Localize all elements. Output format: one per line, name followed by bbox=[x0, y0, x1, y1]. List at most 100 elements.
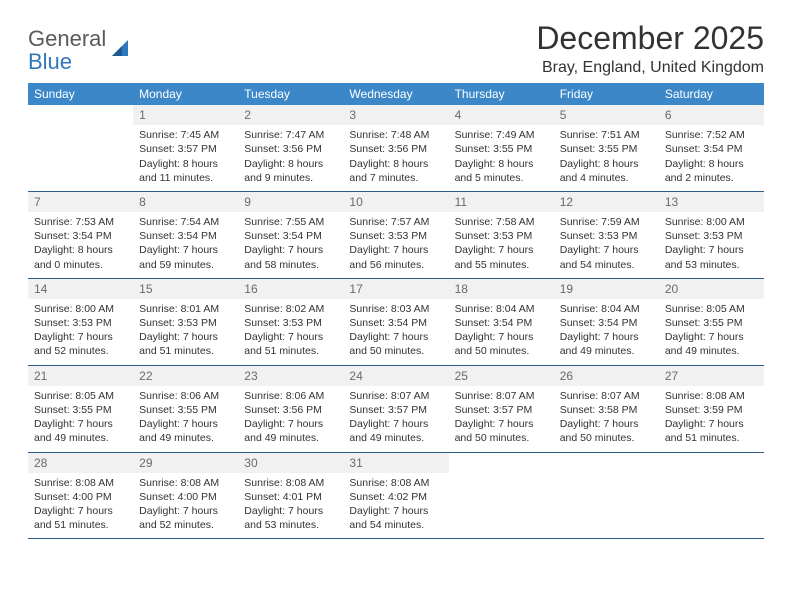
day-body: Sunrise: 8:00 AMSunset: 3:53 PMDaylight:… bbox=[28, 299, 133, 365]
day-number: 4 bbox=[449, 105, 554, 125]
day-dl2: and 53 minutes. bbox=[665, 258, 758, 272]
day-number: 25 bbox=[449, 366, 554, 386]
day-sunrise: Sunrise: 8:06 AM bbox=[139, 389, 232, 403]
month-title: December 2025 bbox=[536, 20, 764, 57]
day-number: 23 bbox=[238, 366, 343, 386]
day-sunrise: Sunrise: 7:45 AM bbox=[139, 128, 232, 142]
day-sunrise: Sunrise: 7:53 AM bbox=[34, 215, 127, 229]
day-dl2: and 51 minutes. bbox=[665, 431, 758, 445]
day-dl1: Daylight: 7 hours bbox=[455, 330, 548, 344]
day-cell: 7Sunrise: 7:53 AMSunset: 3:54 PMDaylight… bbox=[28, 192, 133, 278]
day-dl2: and 4 minutes. bbox=[560, 171, 653, 185]
day-sunset: Sunset: 3:53 PM bbox=[349, 229, 442, 243]
location-text: Bray, England, United Kingdom bbox=[536, 59, 764, 77]
day-number bbox=[449, 453, 554, 457]
day-dl2: and 7 minutes. bbox=[349, 171, 442, 185]
day-sunset: Sunset: 3:54 PM bbox=[139, 229, 232, 243]
logo-sail-icon bbox=[110, 38, 132, 65]
day-cell bbox=[28, 105, 133, 191]
day-sunset: Sunset: 3:53 PM bbox=[560, 229, 653, 243]
day-body: Sunrise: 7:59 AMSunset: 3:53 PMDaylight:… bbox=[554, 212, 659, 278]
logo-text-block: General Blue bbox=[28, 28, 106, 73]
day-sunrise: Sunrise: 8:07 AM bbox=[560, 389, 653, 403]
week-row: 1Sunrise: 7:45 AMSunset: 3:57 PMDaylight… bbox=[28, 105, 764, 192]
day-sunset: Sunset: 3:54 PM bbox=[455, 316, 548, 330]
day-sunrise: Sunrise: 7:51 AM bbox=[560, 128, 653, 142]
day-body: Sunrise: 7:54 AMSunset: 3:54 PMDaylight:… bbox=[133, 212, 238, 278]
day-cell: 18Sunrise: 8:04 AMSunset: 3:54 PMDayligh… bbox=[449, 279, 554, 365]
day-dl1: Daylight: 8 hours bbox=[244, 157, 337, 171]
day-sunrise: Sunrise: 7:48 AM bbox=[349, 128, 442, 142]
day-body: Sunrise: 8:05 AMSunset: 3:55 PMDaylight:… bbox=[28, 386, 133, 452]
day-body: Sunrise: 8:08 AMSunset: 4:00 PMDaylight:… bbox=[28, 473, 133, 539]
day-dl1: Daylight: 7 hours bbox=[244, 504, 337, 518]
day-sunrise: Sunrise: 7:49 AM bbox=[455, 128, 548, 142]
day-number: 7 bbox=[28, 192, 133, 212]
day-number: 29 bbox=[133, 453, 238, 473]
day-cell bbox=[659, 453, 764, 539]
day-cell: 4Sunrise: 7:49 AMSunset: 3:55 PMDaylight… bbox=[449, 105, 554, 191]
day-body: Sunrise: 8:06 AMSunset: 3:56 PMDaylight:… bbox=[238, 386, 343, 452]
day-dl2: and 59 minutes. bbox=[139, 258, 232, 272]
day-dl2: and 54 minutes. bbox=[560, 258, 653, 272]
day-number: 18 bbox=[449, 279, 554, 299]
day-sunset: Sunset: 4:00 PM bbox=[34, 490, 127, 504]
day-dl1: Daylight: 7 hours bbox=[139, 504, 232, 518]
day-cell: 29Sunrise: 8:08 AMSunset: 4:00 PMDayligh… bbox=[133, 453, 238, 539]
logo-text-general: General bbox=[28, 26, 106, 51]
day-dl2: and 55 minutes. bbox=[455, 258, 548, 272]
day-cell bbox=[554, 453, 659, 539]
day-dl1: Daylight: 7 hours bbox=[244, 330, 337, 344]
day-cell: 22Sunrise: 8:06 AMSunset: 3:55 PMDayligh… bbox=[133, 366, 238, 452]
day-header-saturday: Saturday bbox=[659, 83, 764, 105]
day-sunrise: Sunrise: 8:05 AM bbox=[34, 389, 127, 403]
day-sunrise: Sunrise: 8:06 AM bbox=[244, 389, 337, 403]
day-cell: 24Sunrise: 8:07 AMSunset: 3:57 PMDayligh… bbox=[343, 366, 448, 452]
day-cell: 15Sunrise: 8:01 AMSunset: 3:53 PMDayligh… bbox=[133, 279, 238, 365]
day-dl2: and 51 minutes. bbox=[34, 518, 127, 532]
day-sunrise: Sunrise: 8:08 AM bbox=[665, 389, 758, 403]
day-body: Sunrise: 8:08 AMSunset: 4:01 PMDaylight:… bbox=[238, 473, 343, 539]
week-row: 28Sunrise: 8:08 AMSunset: 4:00 PMDayligh… bbox=[28, 453, 764, 540]
day-number: 5 bbox=[554, 105, 659, 125]
day-dl1: Daylight: 7 hours bbox=[349, 330, 442, 344]
day-sunset: Sunset: 3:53 PM bbox=[34, 316, 127, 330]
day-sunset: Sunset: 3:54 PM bbox=[349, 316, 442, 330]
day-sunrise: Sunrise: 8:08 AM bbox=[139, 476, 232, 490]
day-cell: 1Sunrise: 7:45 AMSunset: 3:57 PMDaylight… bbox=[133, 105, 238, 191]
day-dl2: and 49 minutes. bbox=[665, 344, 758, 358]
day-number: 9 bbox=[238, 192, 343, 212]
day-dl2: and 50 minutes. bbox=[560, 431, 653, 445]
day-number: 6 bbox=[659, 105, 764, 125]
day-cell: 30Sunrise: 8:08 AMSunset: 4:01 PMDayligh… bbox=[238, 453, 343, 539]
day-sunset: Sunset: 3:54 PM bbox=[34, 229, 127, 243]
day-number: 17 bbox=[343, 279, 448, 299]
day-number: 21 bbox=[28, 366, 133, 386]
day-sunset: Sunset: 3:55 PM bbox=[560, 142, 653, 156]
day-sunrise: Sunrise: 8:03 AM bbox=[349, 302, 442, 316]
day-dl1: Daylight: 7 hours bbox=[349, 243, 442, 257]
day-cell bbox=[449, 453, 554, 539]
day-sunrise: Sunrise: 8:04 AM bbox=[560, 302, 653, 316]
day-number: 30 bbox=[238, 453, 343, 473]
day-body: Sunrise: 7:58 AMSunset: 3:53 PMDaylight:… bbox=[449, 212, 554, 278]
day-header-sunday: Sunday bbox=[28, 83, 133, 105]
day-number: 2 bbox=[238, 105, 343, 125]
day-dl2: and 49 minutes. bbox=[244, 431, 337, 445]
day-header-thursday: Thursday bbox=[449, 83, 554, 105]
day-number: 14 bbox=[28, 279, 133, 299]
day-header-wednesday: Wednesday bbox=[343, 83, 448, 105]
day-number: 11 bbox=[449, 192, 554, 212]
day-number: 22 bbox=[133, 366, 238, 386]
day-number: 31 bbox=[343, 453, 448, 473]
day-dl1: Daylight: 7 hours bbox=[139, 330, 232, 344]
title-block: December 2025 Bray, England, United King… bbox=[536, 20, 764, 77]
day-dl1: Daylight: 7 hours bbox=[139, 417, 232, 431]
day-number: 26 bbox=[554, 366, 659, 386]
day-body: Sunrise: 8:08 AMSunset: 3:59 PMDaylight:… bbox=[659, 386, 764, 452]
day-body: Sunrise: 8:02 AMSunset: 3:53 PMDaylight:… bbox=[238, 299, 343, 365]
day-body: Sunrise: 8:07 AMSunset: 3:57 PMDaylight:… bbox=[343, 386, 448, 452]
day-cell: 6Sunrise: 7:52 AMSunset: 3:54 PMDaylight… bbox=[659, 105, 764, 191]
day-dl1: Daylight: 7 hours bbox=[139, 243, 232, 257]
day-dl2: and 51 minutes. bbox=[244, 344, 337, 358]
